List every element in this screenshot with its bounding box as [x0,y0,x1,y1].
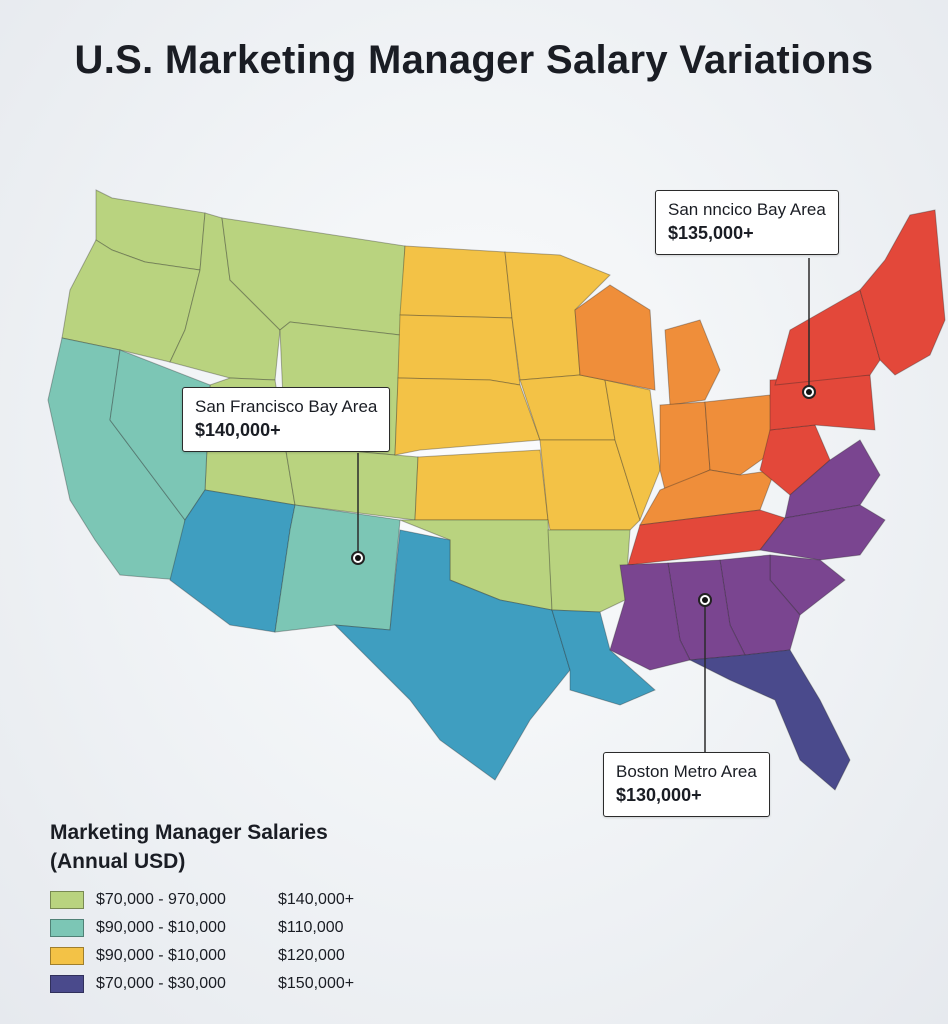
callout-amount: $130,000+ [616,785,702,805]
legend-upper: $120,000 [278,947,345,964]
state-wisconsin [574,284,656,391]
legend-swatch [50,975,84,993]
legend-upper: $110,000 [278,919,344,936]
state-louisiana [551,609,656,706]
state-kansas [414,449,549,521]
legend-item: $90,000 - $10,000 $110,000 [50,914,354,942]
state-arizona [169,489,296,633]
legend-swatch [50,919,84,937]
state-new-england [859,209,946,376]
callout-place: San nncico Bay Area [668,200,826,219]
callout-place: San Francisco Bay Area [195,397,378,416]
legend-subtitle: (Annual USD) [50,850,186,873]
legend-upper: $150,000+ [278,975,355,992]
callout-southwest: San Francisco Bay Area $140,000+ [182,387,391,452]
legend-range: $70,000 - 970,000 [96,891,226,908]
callout-southeast: Boston Metro Area $130,000+ [603,752,770,817]
state-michigan [664,319,721,406]
legend-range: $90,000 - $10,000 [96,919,226,936]
state-ohio [704,394,776,476]
legend-swatch [50,947,84,965]
callout-amount: $140,000+ [195,420,281,440]
state-new-mexico [274,504,401,633]
state-north-dakota [399,245,513,319]
legend-item: $70,000 - $30,000 $150,000+ [50,970,354,998]
callout-place: Boston Metro Area [616,762,757,781]
legend-item: $70,000 - 970,000 $140,000+ [50,886,354,914]
state-illinois [604,379,661,522]
legend-range: $70,000 - $30,000 [96,975,226,992]
legend-swatch [50,891,84,909]
legend-upper: $140,000+ [278,891,355,908]
legend: Marketing Manager Salaries (Annual USD) … [50,818,354,998]
legend-title: Marketing Manager Salaries [50,821,328,844]
callout-amount: $135,000+ [668,223,754,243]
state-florida [688,649,851,791]
state-north-carolina [759,504,886,561]
state-mississippi [609,562,691,671]
legend-item: $90,000 - $10,000 $120,000 [50,942,354,970]
legend-range: $90,000 - $10,000 [96,947,226,964]
state-arkansas [547,529,631,613]
state-nebraska [394,377,541,456]
callout-northeast: San nncico Bay Area $135,000+ [655,190,839,255]
state-texas [333,529,571,781]
page-title: U.S. Marketing Manager Salary Variations [74,38,874,82]
state-south-dakota [397,314,521,386]
state-new-york [774,289,881,386]
